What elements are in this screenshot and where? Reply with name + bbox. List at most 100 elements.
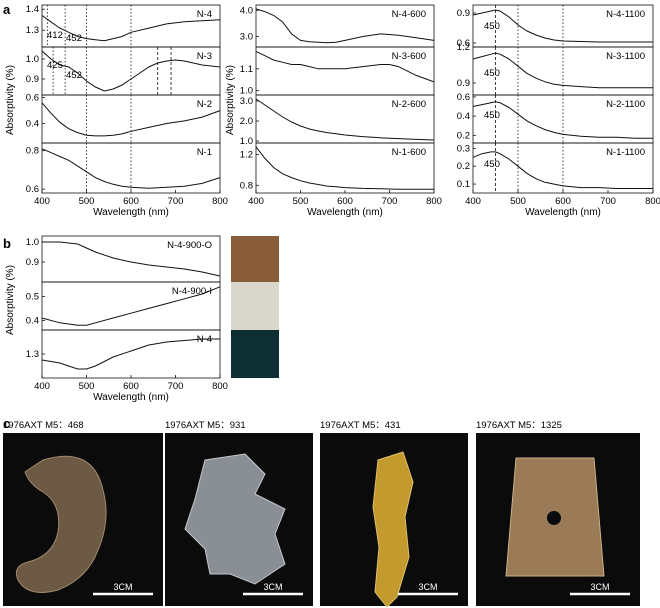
series-label: N-1 xyxy=(197,147,212,158)
plot-frame xyxy=(41,329,221,379)
x-tick-label: 800 xyxy=(645,196,660,207)
axe-blade-photo xyxy=(505,457,605,577)
y-tick-label: 1.0 xyxy=(240,136,253,147)
series-label: N-2 xyxy=(197,99,212,110)
series-label: N-2-600 xyxy=(392,99,426,110)
artifact-photo-4: 1976AXT M5：1325 3CM xyxy=(476,420,640,606)
y-tick-label: 3.0 xyxy=(240,32,253,43)
chart-panel-N-2: 0.6 0.4 N-2 xyxy=(26,93,221,144)
artifact-shape xyxy=(15,455,107,593)
spectrum-line xyxy=(42,241,221,277)
scale-label: 3CM xyxy=(263,582,282,592)
y-tick-label: 0.6 xyxy=(26,93,39,104)
y-tick-label: 4.0 xyxy=(240,5,253,16)
artifact-shape xyxy=(184,453,286,585)
artifact-photo-1: 1976AXT M5：468 3CM xyxy=(3,420,163,606)
y-tick-label: 1.0 xyxy=(26,237,39,248)
y-tick-label: 0.2 xyxy=(457,130,470,141)
x-axis-label: Wavelength (nm) xyxy=(93,392,169,403)
photo-caption: 1976AXT M5：431 xyxy=(320,420,401,431)
x-axis-a-col2: 400 500 600 700 800 Wavelength (nm) xyxy=(465,190,660,218)
x-tick-label: 800 xyxy=(212,381,228,392)
x-tick-label: 700 xyxy=(600,196,616,207)
artifact-photo-2: 1976AXT M5：931 3CM xyxy=(165,420,313,606)
x-axis-label: Wavelength (nm) xyxy=(307,207,383,218)
spectrum-line xyxy=(472,52,653,89)
spectrum-line xyxy=(41,15,221,42)
y-axis-label-a1: Absorptivity (%) xyxy=(5,65,16,135)
chart-panel-N-3-600: 1.1 1.0 N-3-600 xyxy=(240,46,435,97)
chart-panel-N-4-1100: 0.9 0.6 N-4-1100 450 xyxy=(457,4,654,49)
spectrum-line xyxy=(255,50,435,83)
series-label: N-4-600 xyxy=(392,9,426,20)
y-axis-label-b: Absorptivity (%) xyxy=(5,265,16,335)
dragon-pendant-photo xyxy=(15,455,107,593)
y-tick-label: 0.8 xyxy=(240,180,253,191)
x-tick-label: 600 xyxy=(123,381,139,392)
x-tick-label: 400 xyxy=(465,196,481,207)
x-tick-label: 800 xyxy=(212,196,228,207)
peak-annotation: 450 xyxy=(484,21,500,32)
y-tick-label: 0.6 xyxy=(457,38,470,49)
spectrum-line xyxy=(472,9,653,43)
series-label: N-3-600 xyxy=(392,51,426,62)
x-axis-b: 400 500 600 700 800 Wavelength (nm) xyxy=(34,375,228,403)
x-tick-label: 600 xyxy=(337,196,353,207)
phoenix-plaque-photo xyxy=(184,453,286,585)
bird-figure-photo xyxy=(372,451,414,608)
spectrum-line xyxy=(255,98,435,141)
series-label: N-3-1100 xyxy=(606,51,645,62)
series-label: N-4-900-O xyxy=(167,240,212,251)
y-tick-label: 0.5 xyxy=(26,291,39,302)
spectrum-line xyxy=(41,102,221,137)
x-tick-label: 600 xyxy=(555,196,571,207)
spectrum-line xyxy=(472,101,653,139)
y-tick-label: 0.9 xyxy=(457,78,470,89)
peak-annotation: 412 xyxy=(47,30,63,41)
scale-label: 3CM xyxy=(418,582,437,592)
x-tick-label: 700 xyxy=(382,196,398,207)
chart-panel-N-4-900-O: 1.0 0.9 N-4-900-O xyxy=(26,235,221,283)
peak-annotation: 425 xyxy=(47,60,63,71)
spectrum-line xyxy=(41,148,221,189)
chart-panel-N-1-1100: 0.3 0.2 0.1 N-1-1100 450 xyxy=(457,142,654,194)
spectrum-line xyxy=(41,338,220,370)
y-tick-label: 1.3 xyxy=(26,25,39,36)
y-tick-label: 2.0 xyxy=(240,116,253,127)
y-tick-label: 1.1 xyxy=(240,64,253,75)
series-label: N-1-1100 xyxy=(606,147,645,158)
y-tick-label: 1.0 xyxy=(240,86,253,97)
chart-panel-N-4: 1.3 N-4 xyxy=(26,329,221,379)
chart-panel-N-2-1100: 0.6 0.4 0.2 N-2-1100 450 xyxy=(457,92,654,144)
photo-caption: 1976AXT M5：468 xyxy=(3,420,84,431)
x-tick-label: 400 xyxy=(34,196,50,207)
x-tick-label: 500 xyxy=(510,196,526,207)
series-label: N-4 xyxy=(197,334,212,345)
photo-caption: 1976AXT M5：1325 xyxy=(476,420,562,431)
peak-annotation: 450 xyxy=(484,159,500,170)
y-tick-label: 0.2 xyxy=(457,161,470,172)
y-tick-label: 0.4 xyxy=(26,119,39,130)
chart-panel-N-1-600: 1.2 0.8 N-1-600 xyxy=(240,142,435,194)
x-tick-label: 500 xyxy=(79,196,95,207)
artifact-shape xyxy=(372,451,414,608)
chart-panel-N-4-600: 4.0 3.0 N-4-600 xyxy=(240,4,435,48)
artifact-photo-3: 1976AXT M5：431 3CM xyxy=(320,420,468,608)
y-tick-label: 0.6 xyxy=(457,92,470,103)
photo-caption: 1976AXT M5：931 xyxy=(165,420,246,431)
y-axis-label-a2: Absorptivity (%) xyxy=(225,65,236,135)
y-tick-label: 0.9 xyxy=(457,8,470,19)
y-tick-label: 0.4 xyxy=(457,111,470,122)
y-tick-label: 0.3 xyxy=(457,143,470,154)
series-label: N-3 xyxy=(197,51,212,62)
panel-letter-a: a xyxy=(3,2,11,17)
series-label: N-4 xyxy=(197,9,212,20)
series-label: N-4-1100 xyxy=(606,9,645,20)
scale-label: 3CM xyxy=(113,582,132,592)
x-tick-label: 700 xyxy=(168,381,184,392)
peak-annotation: 452 xyxy=(66,33,82,44)
